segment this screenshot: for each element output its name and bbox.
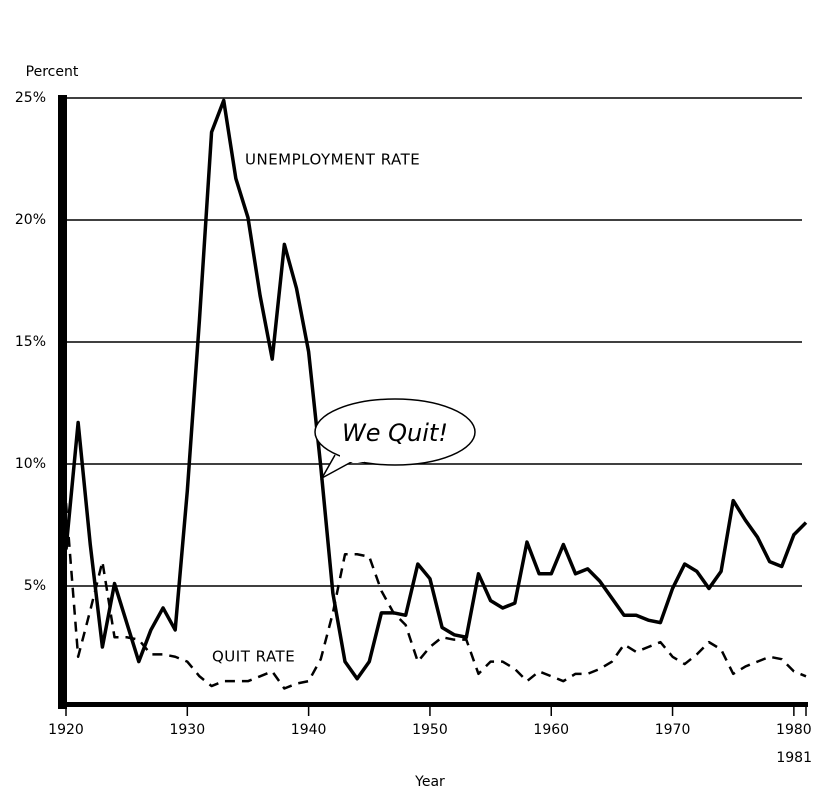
x-tick-label: 1981 bbox=[776, 750, 812, 766]
x-tick-label: 1950 bbox=[412, 722, 448, 738]
annotation: QUIT RATE bbox=[212, 648, 295, 666]
annotation: UNEMPLOYMENT RATE bbox=[245, 151, 420, 169]
speech-text: We Quit! bbox=[342, 419, 448, 447]
x-tick-label: 1960 bbox=[533, 722, 569, 738]
series-line bbox=[66, 100, 806, 678]
x-axis-label: Year bbox=[414, 774, 445, 790]
x-tick-label: 1930 bbox=[169, 722, 205, 738]
x-tick-label: 1940 bbox=[291, 722, 327, 738]
y-tick-label: 25% bbox=[15, 90, 46, 106]
y-tick-label: 15% bbox=[15, 334, 46, 350]
x-axis bbox=[58, 702, 808, 707]
y-tick-label: 10% bbox=[15, 456, 46, 472]
x-tick-label: 1980 bbox=[776, 722, 812, 738]
y-tick-label: 5% bbox=[24, 578, 46, 594]
x-tick-label: 1920 bbox=[48, 722, 84, 738]
y-axis bbox=[58, 95, 67, 709]
chart: Percent Year 5% 10% 15% 20% 25% 1920 1930 1940 1… bbox=[0, 0, 835, 793]
speech-join bbox=[340, 454, 364, 462]
x-tick-label: 1970 bbox=[655, 722, 691, 738]
y-tick-label: 20% bbox=[15, 212, 46, 228]
y-axis-label: Percent bbox=[26, 64, 79, 80]
